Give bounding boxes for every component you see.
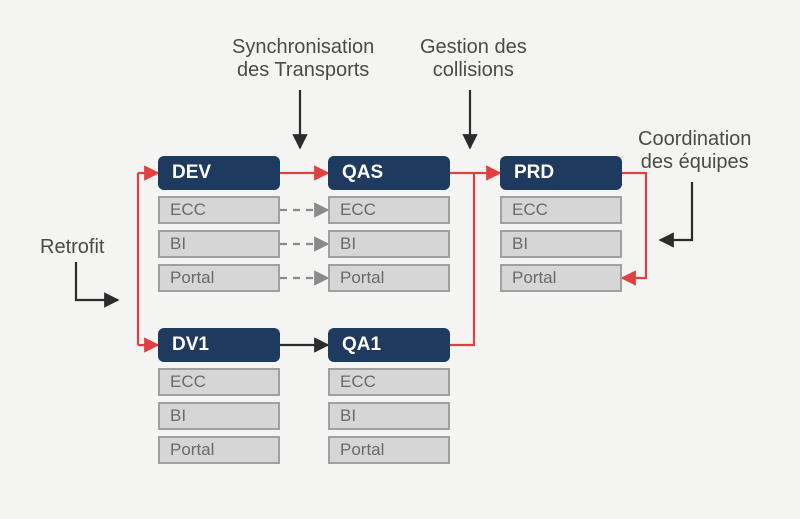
- env-prd-comp-ecc: ECC: [500, 196, 622, 224]
- env-qas-comp-ecc: ECC: [328, 196, 450, 224]
- annotation-collisions: Gestion des collisions: [420, 36, 527, 82]
- env-header-dv1: DV1: [158, 328, 280, 362]
- annotation-coord: Coordination des équipes: [638, 128, 751, 174]
- annotation-sync: Synchronisation des Transports: [232, 36, 374, 82]
- env-prd-comp-portal: Portal: [500, 264, 622, 292]
- env-qas-comp-portal: Portal: [328, 264, 450, 292]
- env-dev-comp-portal: Portal: [158, 264, 280, 292]
- env-header-dev: DEV: [158, 156, 280, 190]
- env-qa1-comp-ecc: ECC: [328, 368, 450, 396]
- diagram-stage: { "canvas": { "width": 800, "height": 51…: [0, 0, 800, 519]
- env-dev-comp-bi: BI: [158, 230, 280, 258]
- env-header-prd: PRD: [500, 156, 622, 190]
- env-qa1-comp-bi: BI: [328, 402, 450, 430]
- env-header-qas: QAS: [328, 156, 450, 190]
- env-dv1-comp-bi: BI: [158, 402, 280, 430]
- env-header-qa1: QA1: [328, 328, 450, 362]
- env-prd-comp-bi: BI: [500, 230, 622, 258]
- env-dev-comp-ecc: ECC: [158, 196, 280, 224]
- env-qa1-comp-portal: Portal: [328, 436, 450, 464]
- env-qas-comp-bi: BI: [328, 230, 450, 258]
- env-dv1-comp-ecc: ECC: [158, 368, 280, 396]
- env-dv1-comp-portal: Portal: [158, 436, 280, 464]
- annotation-retrofit: Retrofit: [40, 236, 104, 259]
